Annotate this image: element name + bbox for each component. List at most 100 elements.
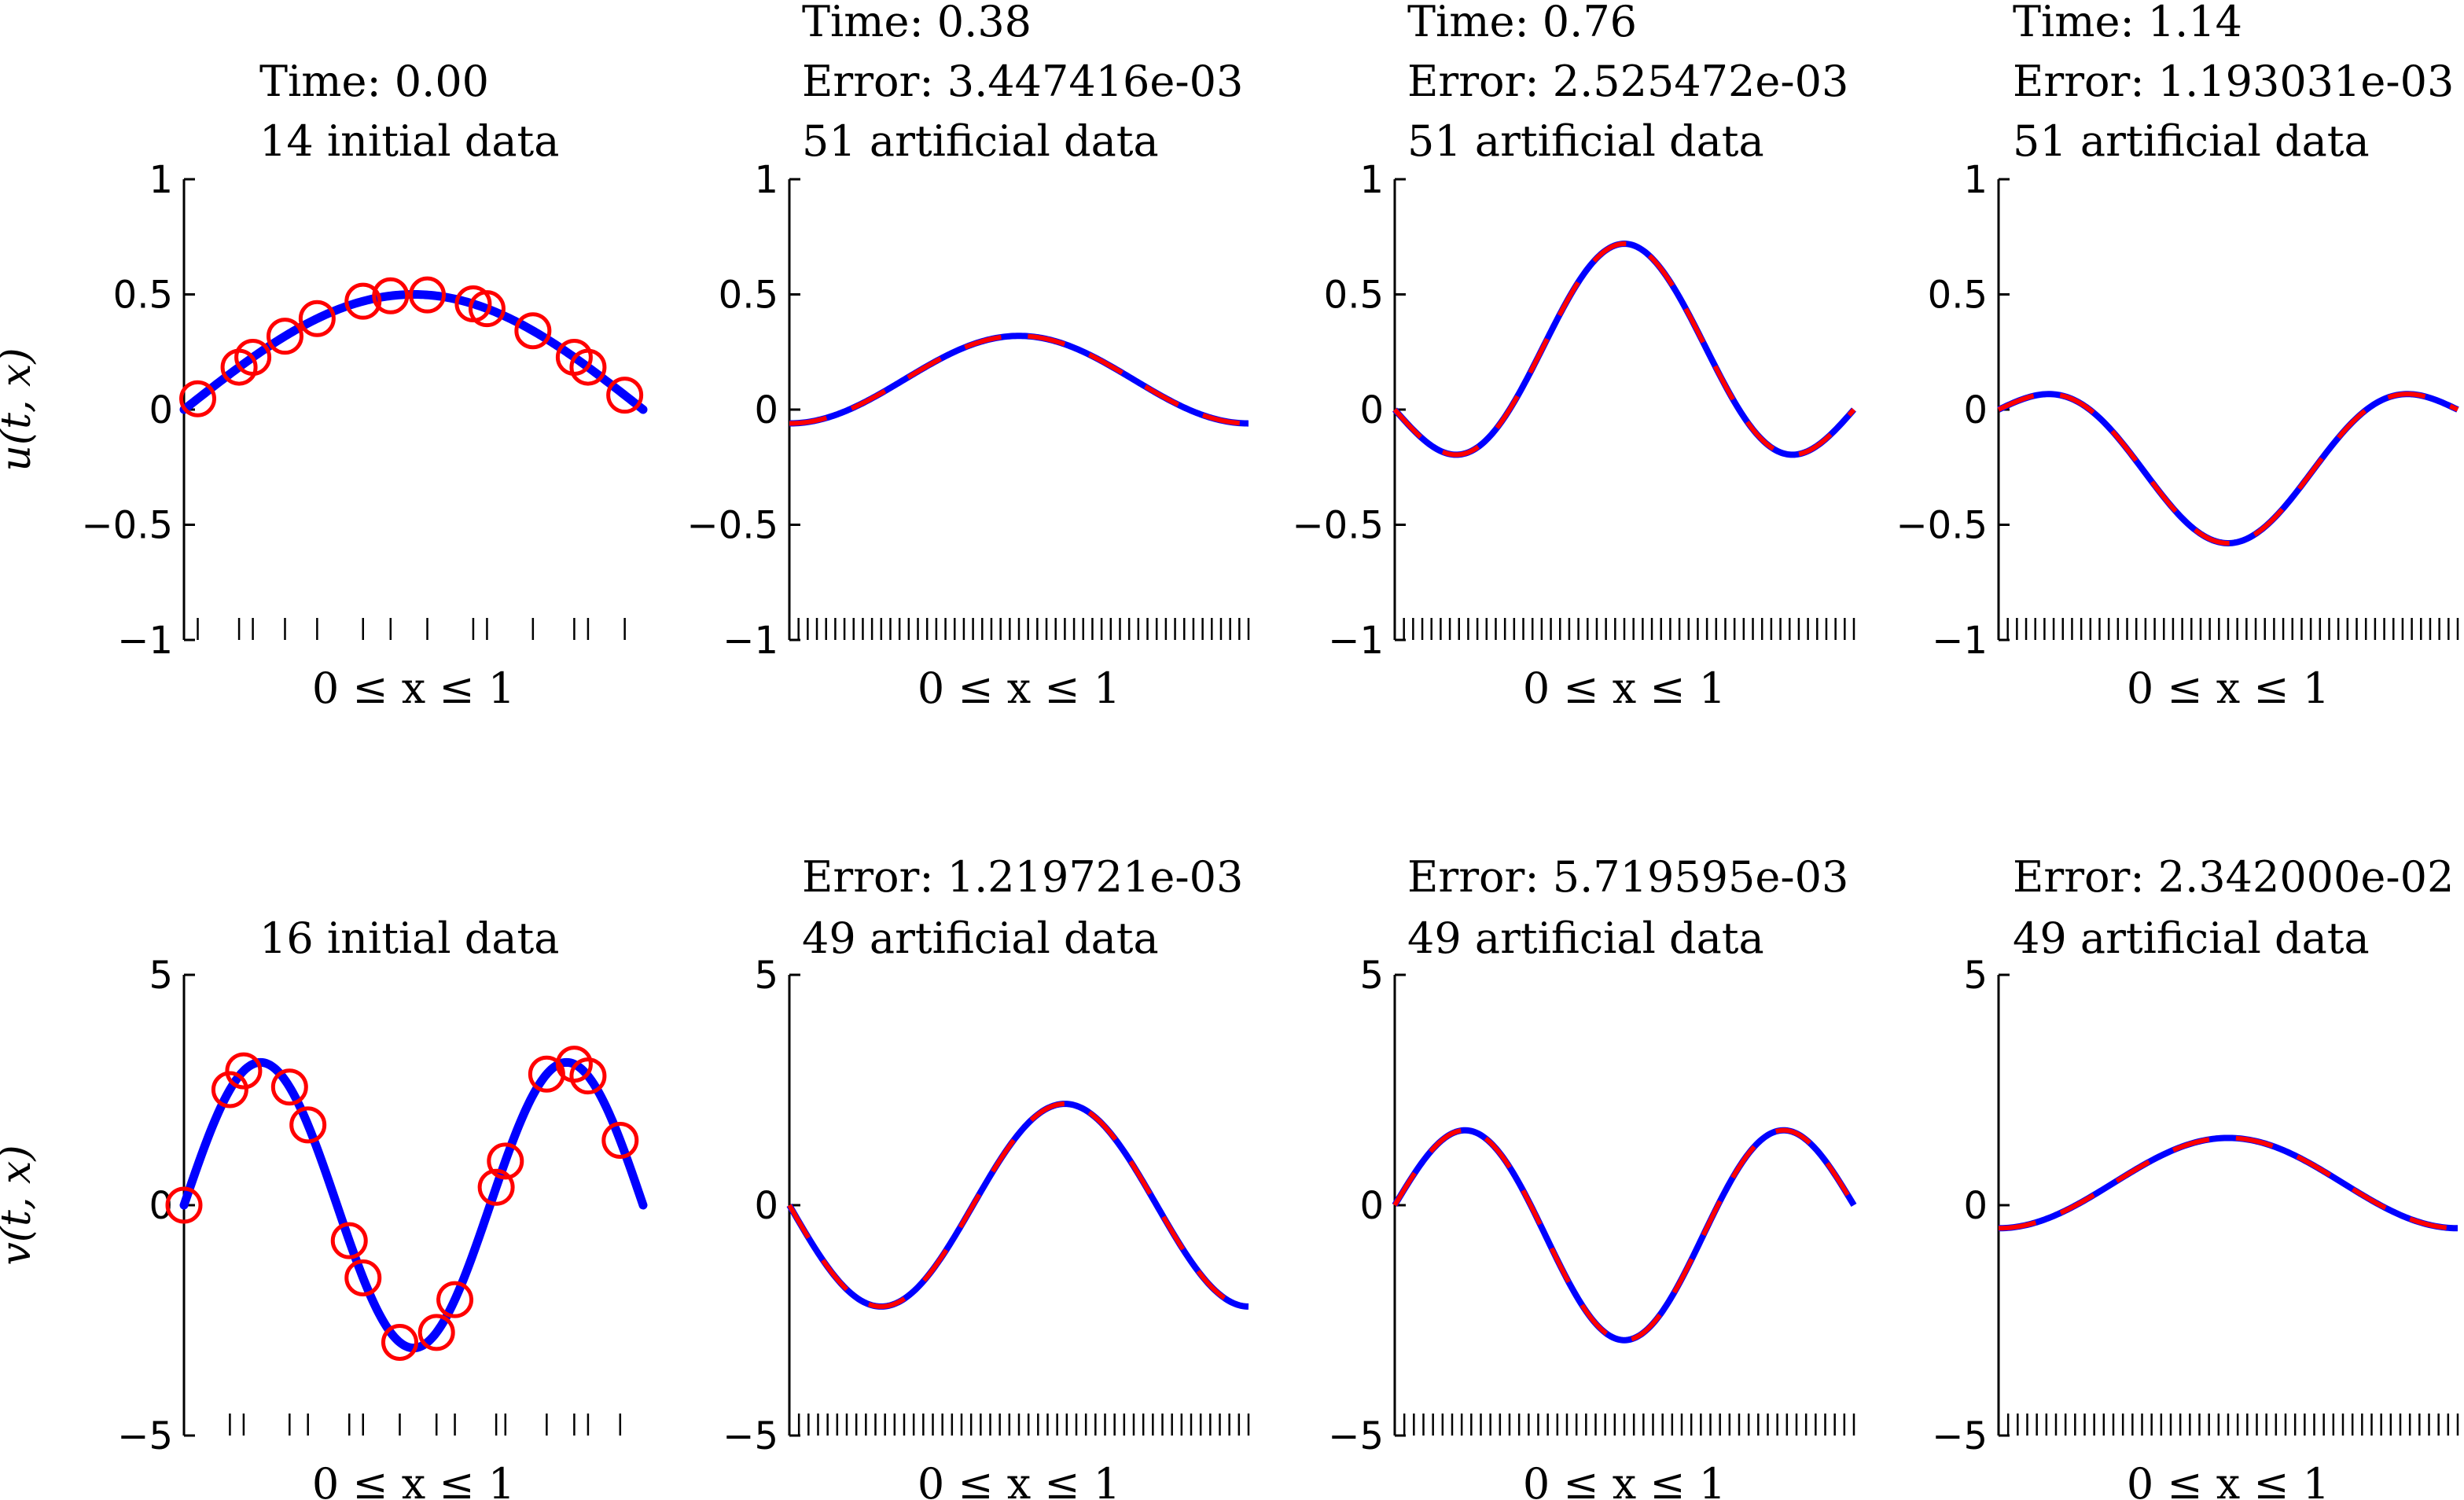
data-point-marker bbox=[606, 377, 644, 414]
data-point-marker bbox=[165, 1186, 203, 1224]
y-tick-label: 5 bbox=[1963, 954, 1988, 998]
prediction-curve-dashed bbox=[787, 1101, 1249, 1309]
subplot-u-3: Time: 0.76 Error: 2.525472e-03 51 artifici… bbox=[1292, 0, 1857, 713]
prediction-curve-dashed bbox=[1392, 1127, 1856, 1343]
y-tick-label: −5 bbox=[1932, 1414, 1988, 1458]
y-tick-label: −1 bbox=[1932, 619, 1988, 663]
data-point-marker bbox=[225, 1052, 263, 1090]
y-tick-label: −1 bbox=[1328, 619, 1384, 663]
data-point-marker bbox=[234, 338, 272, 376]
subplot-title-line: 51 artificial data bbox=[1407, 116, 1764, 166]
subplot-title-line: 16 initial data bbox=[259, 914, 559, 963]
subplot-u-4: Time: 1.14 Error: 1.193031e-03 51 artifici… bbox=[1896, 0, 2459, 713]
y-tick-label: −5 bbox=[723, 1414, 778, 1458]
subplot-title-line: Time: 0.76 bbox=[1407, 0, 1637, 46]
subplot-title-line: Error: 5.719595e-03 bbox=[1407, 852, 1848, 902]
x-axis-label: 0 ≤ x ≤ 1 bbox=[918, 1459, 1120, 1500]
y-tick-label: −0.5 bbox=[1292, 504, 1384, 548]
y-tick-label: 0 bbox=[149, 388, 173, 432]
subplot-u-2: Time: 0.38 Error: 3.447416e-03 51 artifici… bbox=[686, 0, 1250, 713]
y-tick-label: 0.5 bbox=[1324, 274, 1384, 318]
y-tick-label: 1 bbox=[754, 158, 778, 202]
subplot-title-line: 49 artificial data bbox=[2013, 914, 2370, 963]
y-axis-label: v(t, x) bbox=[0, 1145, 40, 1265]
y-tick-label: 0 bbox=[754, 388, 778, 432]
solution-curve bbox=[786, 1101, 1249, 1310]
y-tick-label: 0 bbox=[1359, 388, 1384, 432]
prediction-curve-dashed bbox=[789, 333, 1249, 426]
data-point-marker bbox=[179, 380, 217, 417]
subplot-title-line: Error: 1.193031e-03 bbox=[2013, 57, 2454, 106]
data-point-marker bbox=[436, 1281, 474, 1318]
y-tick-label: −0.5 bbox=[81, 504, 173, 548]
subplot-title-line: Error: 1.219721e-03 bbox=[802, 852, 1243, 902]
data-point-marker bbox=[330, 1222, 368, 1259]
subplot-title-line: Time: 1.14 bbox=[2013, 0, 2242, 46]
x-axis-label: 0 ≤ x ≤ 1 bbox=[2127, 664, 2330, 713]
data-point-marker bbox=[266, 318, 303, 355]
data-point-marker bbox=[468, 290, 506, 328]
subplot-u-1: Time: 0.00 14 initial data 1 0.5 0 −0.5 −1 0 ≤ … bbox=[0, 57, 648, 713]
y-tick-label: 5 bbox=[1359, 954, 1384, 998]
subplot-v-2: Error: 1.219721e-03 49 artificial data 5 0 −… bbox=[723, 852, 1250, 1500]
data-point-marker bbox=[477, 1168, 515, 1206]
solution-curve bbox=[179, 289, 648, 414]
y-tick-label: 1 bbox=[149, 158, 173, 202]
data-point-marker bbox=[381, 1323, 418, 1361]
prediction-curve-dashed bbox=[1392, 241, 1856, 458]
subplot-title-line: Error: 2.342000e-02 bbox=[2013, 852, 2454, 902]
subplot-v-3: Error: 5.719595e-03 49 artificial data 5 0 −… bbox=[1328, 852, 1857, 1500]
y-tick-label: 0 bbox=[1359, 1184, 1384, 1228]
data-point-marker bbox=[298, 300, 336, 337]
y-tick-label: −0.5 bbox=[686, 504, 778, 548]
data-point-marker bbox=[601, 1122, 639, 1160]
data-point-marker bbox=[555, 1046, 593, 1083]
x-axis-label: 0 ≤ x ≤ 1 bbox=[1523, 1459, 1726, 1500]
data-point-marker bbox=[344, 282, 382, 320]
y-tick-label: 1 bbox=[1963, 158, 1988, 202]
x-axis-label: 0 ≤ x ≤ 1 bbox=[2127, 1459, 2330, 1500]
data-point-marker bbox=[569, 348, 607, 386]
y-tick-label: 0.5 bbox=[1928, 274, 1988, 318]
y-tick-label: −5 bbox=[117, 1414, 173, 1458]
y-tick-label: −0.5 bbox=[1896, 504, 1988, 548]
solution-curve bbox=[1392, 241, 1857, 458]
data-point-marker bbox=[514, 312, 552, 350]
data-point-marker bbox=[344, 1259, 382, 1296]
y-tick-label: −1 bbox=[117, 619, 173, 663]
subplot-title-line: Time: 0.00 bbox=[259, 57, 489, 106]
y-tick-label: 5 bbox=[754, 954, 778, 998]
subplot-title-line: Error: 2.525472e-03 bbox=[1407, 57, 1848, 106]
data-point-marker bbox=[211, 1071, 248, 1108]
y-tick-label: 0 bbox=[754, 1184, 778, 1228]
y-tick-label: 5 bbox=[149, 954, 173, 998]
subplot-title-line: 49 artificial data bbox=[802, 914, 1159, 963]
x-axis-label: 0 ≤ x ≤ 1 bbox=[1523, 664, 1726, 713]
y-tick-label: 0.5 bbox=[113, 274, 173, 318]
subplot-title-line: 49 artificial data bbox=[1407, 914, 1764, 963]
y-tick-label: −1 bbox=[723, 619, 778, 663]
y-axis-label: u(t, x) bbox=[0, 347, 40, 471]
x-axis-label: 0 ≤ x ≤ 1 bbox=[312, 1459, 515, 1500]
y-tick-label: −5 bbox=[1328, 1414, 1384, 1458]
solution-curve bbox=[1998, 1134, 2458, 1232]
solution-curve bbox=[1997, 391, 2459, 546]
data-point-marker bbox=[569, 1057, 607, 1095]
prediction-curve-dashed bbox=[1998, 1135, 2458, 1231]
y-tick-label: 0 bbox=[1963, 1184, 1988, 1228]
subplot-v-4: Error: 2.342000e-02 49 artificial data 5 0 −… bbox=[1932, 852, 2459, 1500]
data-point-marker bbox=[417, 1314, 455, 1351]
y-tick-label: 1 bbox=[1359, 158, 1384, 202]
subplot-title-line: 51 artificial data bbox=[2013, 116, 2370, 166]
solution-curve bbox=[179, 1057, 648, 1353]
subplot-title-line: 51 artificial data bbox=[802, 116, 1159, 166]
data-point-marker bbox=[487, 1142, 524, 1180]
y-tick-label: 0 bbox=[1963, 388, 1988, 432]
x-axis-label: 0 ≤ x ≤ 1 bbox=[918, 664, 1120, 713]
subplot-title-line: Time: 0.38 bbox=[802, 0, 1032, 46]
prediction-curve-dashed bbox=[1997, 392, 2459, 546]
solution-curve bbox=[1392, 1127, 1857, 1344]
data-point-marker bbox=[270, 1068, 308, 1106]
